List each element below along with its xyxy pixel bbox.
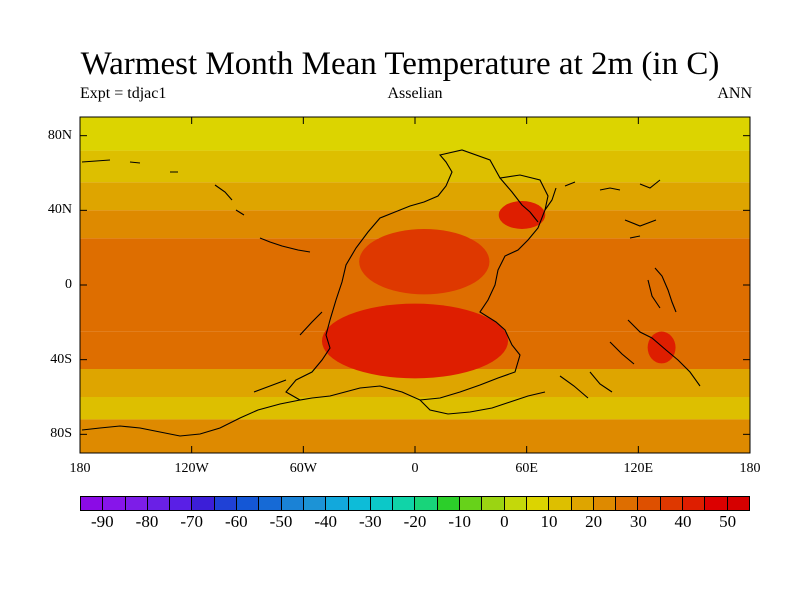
- y-tick-label: 80S: [50, 426, 72, 442]
- hot-region-0: [359, 228, 490, 295]
- colorbar-label: 10: [540, 512, 558, 531]
- zone-band-1: [80, 150, 750, 183]
- colorbar-box-27: [683, 497, 706, 510]
- y-tick-label: 0: [65, 277, 72, 292]
- colorbar-box-3: [147, 497, 171, 510]
- axis-ticks: [79, 117, 751, 453]
- colorbar-box-17: [460, 497, 483, 510]
- colorbar-label: -70: [180, 512, 203, 531]
- colorbar-box-11: [326, 497, 349, 510]
- y-tick-label: 80N: [47, 127, 72, 143]
- colorbar-box-12: [348, 497, 371, 510]
- colorbar-box-10: [303, 497, 327, 510]
- colorbar-box-16: [437, 497, 461, 510]
- x-tick-label: 60W: [289, 461, 317, 476]
- east-islands: [559, 267, 701, 399]
- colorbar-label: -30: [358, 512, 382, 531]
- colorbar-label: -40: [314, 512, 337, 531]
- west-islands: [81, 159, 323, 393]
- colorbar-box-13: [370, 497, 394, 510]
- season-label: ANN: [717, 85, 752, 102]
- colorbar-box-14: [393, 497, 416, 510]
- north-islands: [564, 179, 661, 239]
- colorbar: [80, 496, 750, 511]
- colorbar-label: -20: [403, 512, 427, 531]
- colorbar-box-22: [571, 497, 594, 510]
- colorbar-label: 20: [585, 512, 603, 531]
- colorbar-box-26: [660, 497, 684, 510]
- zone-band-7: [80, 397, 750, 420]
- colorbar-box-4: [170, 497, 193, 510]
- x-tick-label: 180: [69, 461, 91, 476]
- x-tick-label: 180: [739, 461, 761, 476]
- colorbar-box-28: [705, 497, 728, 510]
- colorbar-label: -50: [269, 512, 293, 531]
- colorbar-box-21: [549, 497, 572, 510]
- colorbar-box-15: [415, 497, 438, 510]
- coastlines: [81, 149, 701, 437]
- x-tick-label: 60E: [515, 461, 538, 476]
- colorbar-box-25: [638, 497, 661, 510]
- chart-title: Warmest Month Mean Temperature at 2m (in…: [80, 46, 720, 82]
- colorbar-box-19: [504, 497, 527, 510]
- colorbar-box-23: [593, 497, 617, 510]
- x-tick-label: 120E: [623, 461, 654, 476]
- colorbar-box-7: [237, 497, 260, 510]
- colorbar-label: 0: [500, 512, 509, 531]
- hot-region-1: [321, 303, 509, 379]
- hot-region-3: [647, 331, 676, 364]
- period-label: Asselian: [387, 85, 443, 102]
- colorbar-box-20: [526, 497, 550, 510]
- colorbar-box-18: [482, 497, 505, 510]
- y-tick-label: 40S: [50, 351, 72, 367]
- hot-region-2: [498, 201, 546, 229]
- southern-coastline: [81, 391, 546, 437]
- colorbar-box-24: [616, 497, 639, 510]
- x-tick-label: 0: [411, 461, 419, 476]
- colorbar-box-8: [259, 497, 282, 510]
- colorbar-label: -80: [135, 512, 159, 531]
- colorbar-box-29: [727, 497, 749, 510]
- tethys-coastline: [499, 177, 557, 223]
- x-tick-label: 120W: [174, 461, 209, 476]
- colorbar-label: 50: [719, 512, 737, 531]
- y-tick-label: 40N: [47, 202, 72, 218]
- colorbar-box-0: [81, 497, 104, 510]
- colorbar-box-1: [103, 497, 126, 510]
- colorbar-label: -10: [448, 512, 471, 531]
- colorbar-label: 40: [674, 512, 692, 531]
- colorbar-box-9: [281, 497, 304, 510]
- zone-band-2: [80, 182, 750, 211]
- colorbar-label: 30: [629, 512, 647, 531]
- colorbar-box-6: [214, 497, 238, 510]
- colorbar-label: -90: [90, 512, 114, 531]
- colorbar-box-2: [125, 497, 148, 510]
- experiment-label: Expt = tdjac1: [80, 85, 167, 102]
- pangaea-coastline: [285, 149, 549, 401]
- colorbar-label: -60: [224, 512, 248, 531]
- colorbar-box-5: [192, 497, 215, 510]
